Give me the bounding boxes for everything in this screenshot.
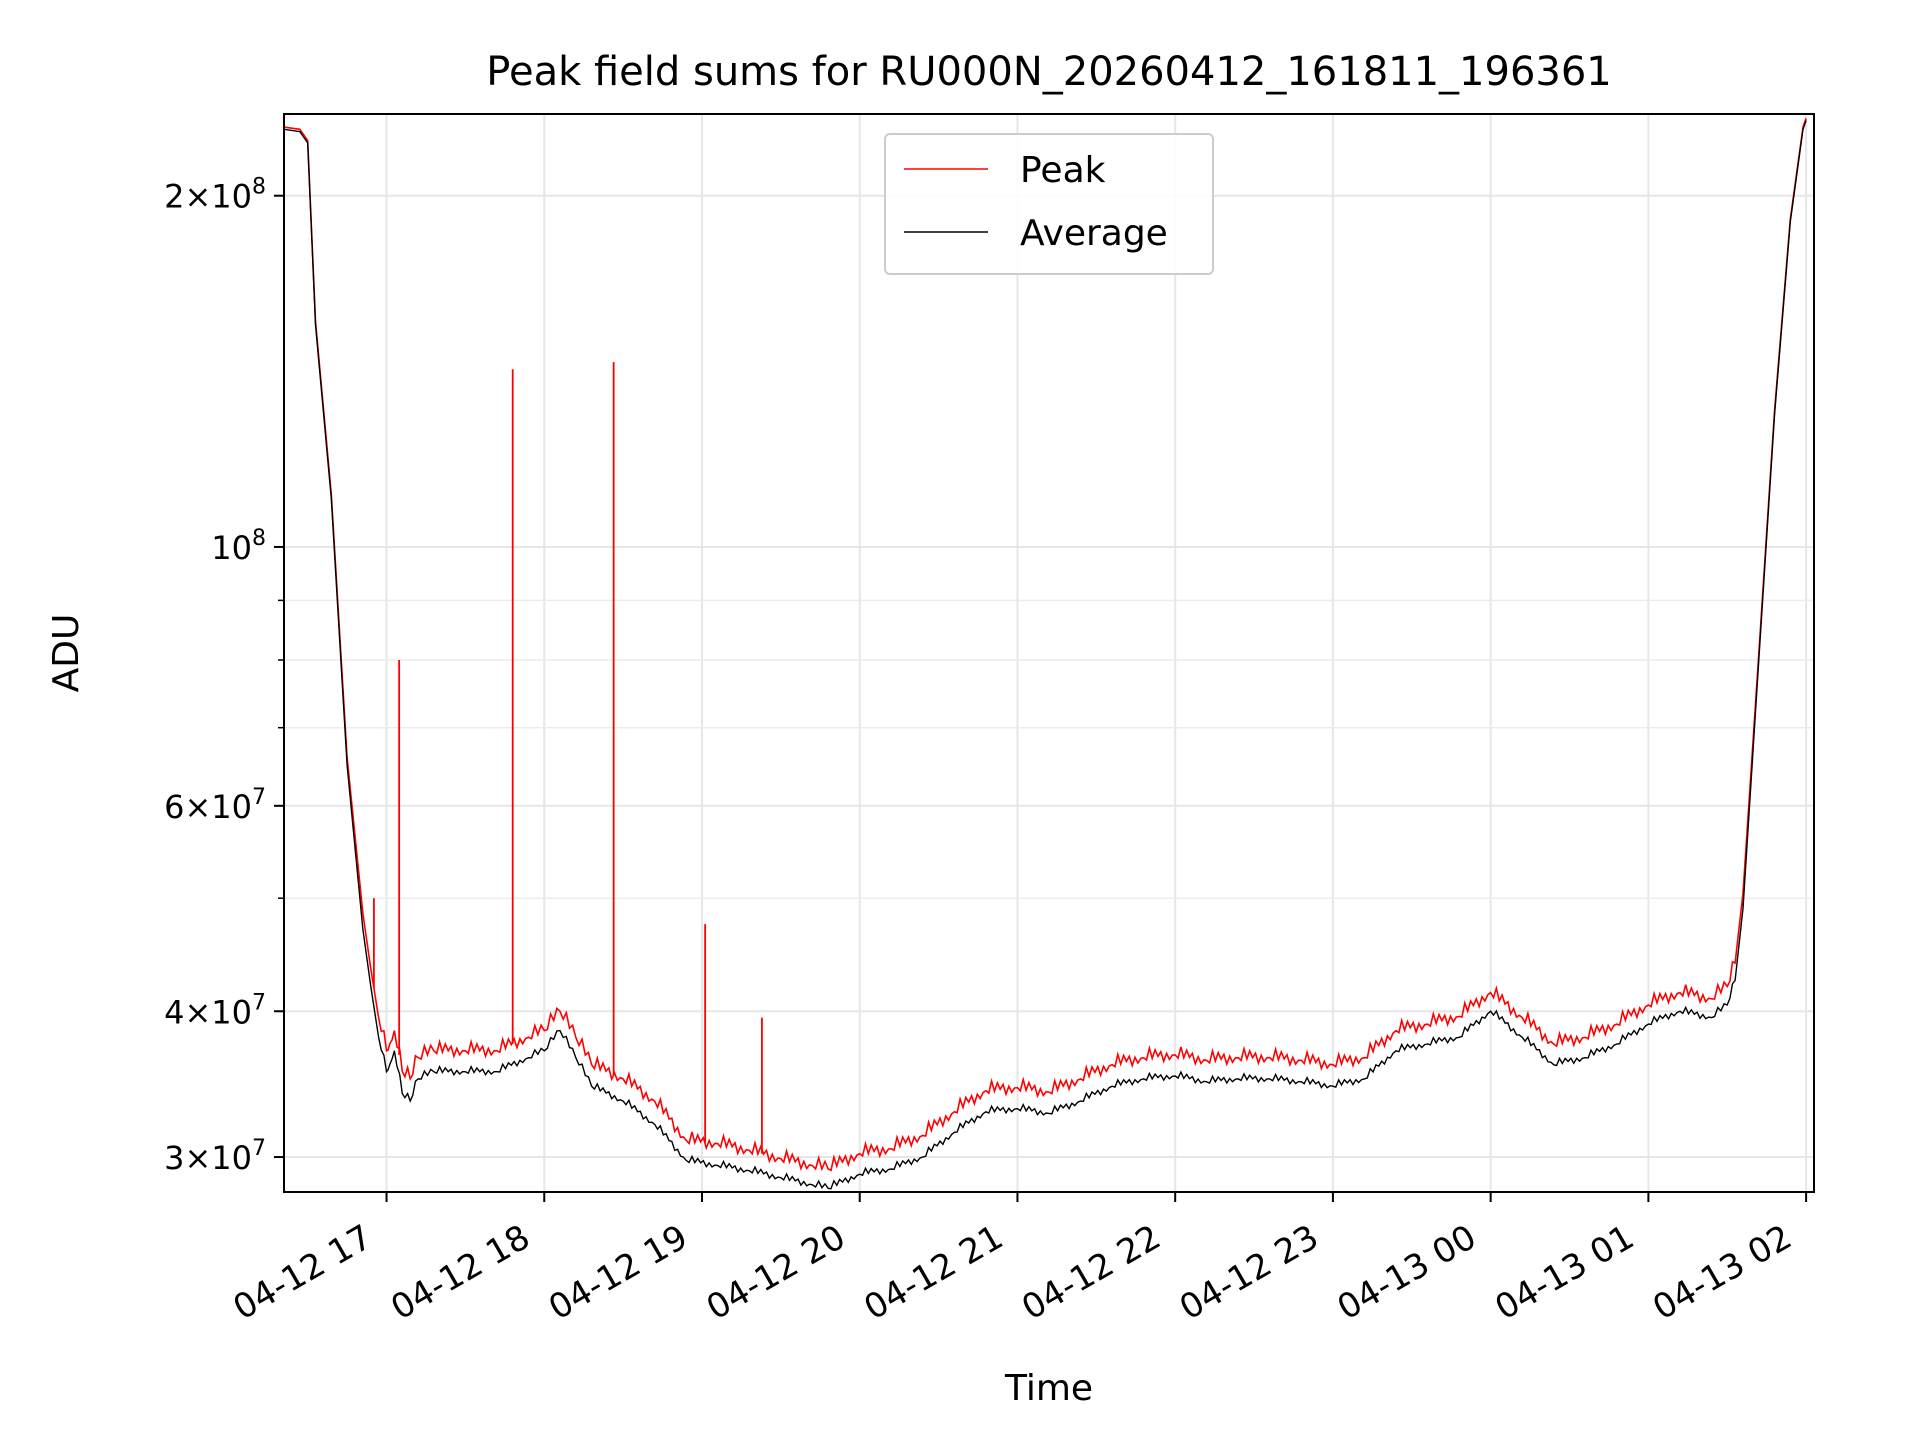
y-tick-label: 4×107	[164, 990, 266, 1031]
y-axis-label: ADU	[46, 614, 87, 693]
y-tick-label: 3×107	[164, 1136, 266, 1177]
plot-series	[284, 118, 1807, 1190]
legend: Peak Average	[884, 133, 1214, 275]
peak-series-line	[284, 118, 1807, 1172]
chart-title: Peak field sums for RU000N_20260412_1618…	[486, 49, 1611, 95]
legend-average-label: Average	[1020, 213, 1168, 254]
x-axis-label: Time	[1004, 1368, 1093, 1409]
average-series-line	[284, 120, 1807, 1190]
y-tick-label: 2×108	[164, 175, 266, 216]
y-axis-ticks: 3×107 4×107 6×107 108 2×108	[164, 175, 284, 1177]
legend-peak-label: Peak	[1020, 150, 1106, 191]
y-tick-label: 108	[211, 526, 266, 567]
y-tick-label: 6×107	[164, 785, 266, 826]
axes-frame	[283, 113, 1815, 1193]
